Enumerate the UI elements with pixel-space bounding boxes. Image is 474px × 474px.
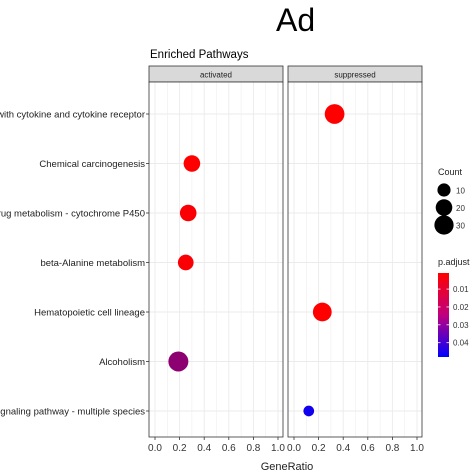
y-tick-label: Chemical carcinogenesis xyxy=(39,159,145,170)
data-point xyxy=(324,104,345,124)
x-tick-label: 0.8 xyxy=(246,443,260,454)
data-point xyxy=(303,405,315,417)
color-legend-bar xyxy=(438,273,449,357)
x-tick-label: 0.6 xyxy=(361,443,375,454)
size-legend-label: 20 xyxy=(456,204,465,213)
size-legend-label: 30 xyxy=(456,222,465,231)
x-tick-label: 0.0 xyxy=(287,443,301,454)
facet-strip-label: activated xyxy=(200,71,232,80)
size-legend-key xyxy=(434,215,454,235)
size-legend-label: 10 xyxy=(456,187,465,196)
color-legend-label: 0.03 xyxy=(453,321,469,330)
panel-letter: Ad xyxy=(276,2,316,38)
data-point xyxy=(179,204,197,222)
data-point xyxy=(183,155,201,172)
x-tick-label: 0.6 xyxy=(222,443,236,454)
color-legend-title: p.adjust xyxy=(438,257,470,267)
color-legend-label: 0.01 xyxy=(453,285,469,294)
facet-panel-activated: activated xyxy=(148,65,284,438)
panel-frame xyxy=(287,81,423,438)
x-tick-label: 0.0 xyxy=(148,443,162,454)
facet-strip-label: suppressed xyxy=(334,71,375,80)
x-tick-label: 0.4 xyxy=(197,443,211,454)
x-tick-label: 1.0 xyxy=(271,443,285,454)
x-tick-label: 0.8 xyxy=(385,443,399,454)
y-tick-label: with cytokine and cytokine receptor xyxy=(0,110,145,121)
color-legend-label: 0.02 xyxy=(453,303,469,312)
y-tick-label: Hematopoietic cell lineage xyxy=(34,308,145,319)
x-tick-label: 0.2 xyxy=(173,443,187,454)
panel-frame xyxy=(148,81,284,438)
x-axis-label: GeneRatio xyxy=(261,461,314,473)
panel-background xyxy=(288,82,422,437)
y-tick-label: rug metabolism - cytochrome P450 xyxy=(0,209,145,220)
y-tick-label: beta-Alanine metabolism xyxy=(40,258,145,269)
size-legend-key xyxy=(435,199,453,216)
data-point xyxy=(177,254,194,271)
size-legend-title: Count xyxy=(438,167,463,177)
x-tick-label: 0.4 xyxy=(336,443,350,454)
data-point xyxy=(168,351,189,372)
x-tick-label: 1.0 xyxy=(410,443,424,454)
panel-background xyxy=(149,82,283,437)
facet-panel-suppressed: suppressed xyxy=(287,65,423,438)
y-tick-label: Alcoholism xyxy=(99,357,145,368)
x-tick-label: 0.2 xyxy=(312,443,326,454)
color-legend-label: 0.04 xyxy=(453,339,469,348)
size-legend-key xyxy=(437,183,451,197)
y-tick-label: ignaling pathway - multiple species xyxy=(0,407,145,418)
chart-title: Enriched Pathways xyxy=(150,49,249,61)
data-point xyxy=(312,302,332,322)
